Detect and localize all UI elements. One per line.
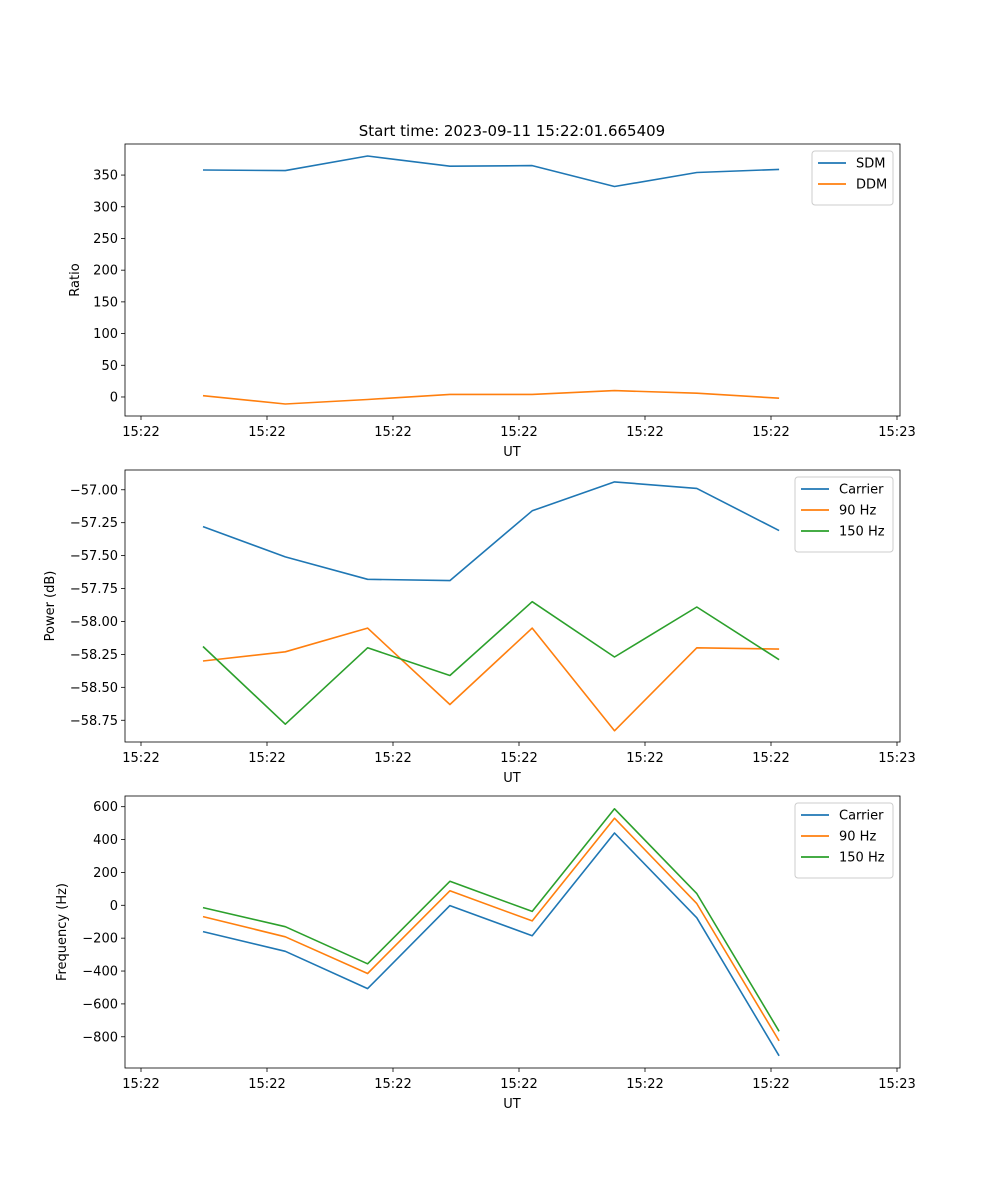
y-tick-label: 400 xyxy=(93,833,118,848)
legend-label: Carrier xyxy=(839,483,884,498)
x-tick-label: 15:22 xyxy=(500,751,537,766)
y-tick-label: −57.75 xyxy=(70,582,118,597)
y-tick-label: 50 xyxy=(101,359,118,374)
x-tick-label: 15:22 xyxy=(122,1077,159,1092)
series-line-sdm xyxy=(202,155,780,188)
x-tick-label: 15:22 xyxy=(626,751,663,766)
x-tick-label: 15:23 xyxy=(878,425,915,440)
series-line-150-hz xyxy=(202,600,780,726)
y-tick-label: 0 xyxy=(110,899,118,914)
y-tick-label: 150 xyxy=(93,295,118,310)
legend-box xyxy=(811,150,894,206)
figure-title: Start time: 2023-09-11 15:22:01.665409 xyxy=(359,122,665,140)
axes-frame xyxy=(124,469,901,743)
y-tick-label: 250 xyxy=(93,232,118,247)
x-tick-label: 15:22 xyxy=(122,425,159,440)
x-tick-label: 15:22 xyxy=(374,425,411,440)
x-tick-label: 15:22 xyxy=(752,1077,789,1092)
series-line-carrier xyxy=(202,832,780,1057)
chart-panel-1: 15:22 15:22 15:22 15:22 15:22 15:22 15:23 0 50 10… xyxy=(68,143,916,460)
y-tick-label: 200 xyxy=(93,264,118,279)
x-tick-label: 15:23 xyxy=(878,751,915,766)
y-tick-label: 200 xyxy=(93,866,118,881)
y-tick-label: −57.00 xyxy=(70,483,118,498)
chart-panel-2: 15:22 15:22 15:22 15:22 15:22 15:22 15:23 −58.7… xyxy=(43,469,916,786)
x-tick-label: 15:22 xyxy=(374,751,411,766)
x-tick-label: 15:22 xyxy=(500,1077,537,1092)
y-axis-label: Frequency (Hz) xyxy=(55,883,70,981)
x-tick-label: 15:22 xyxy=(752,425,789,440)
series-line-ddm xyxy=(202,389,780,405)
y-tick-label: −57.50 xyxy=(70,549,118,564)
y-axis-label: Power (dB) xyxy=(43,571,58,642)
axes-frame xyxy=(124,795,901,1069)
legend-label: 150 Hz xyxy=(839,525,885,540)
series-line-90-hz xyxy=(202,817,780,1042)
series-line-carrier xyxy=(202,481,780,582)
axes-frame xyxy=(124,143,901,417)
x-tick-label: 15:22 xyxy=(248,1077,285,1092)
y-tick-label: −58.50 xyxy=(70,681,118,696)
x-tick-label: 15:22 xyxy=(626,425,663,440)
series-line-90-hz xyxy=(202,627,780,732)
y-tick-label: −600 xyxy=(82,997,118,1012)
series-line-150-hz xyxy=(202,807,780,1032)
legend-label: 90 Hz xyxy=(839,504,876,519)
x-tick-label: 15:22 xyxy=(752,751,789,766)
legend-label: Carrier xyxy=(839,809,884,824)
x-axis-label: UT xyxy=(503,1097,521,1112)
legend: Carrier 90 Hz 150 Hz xyxy=(794,802,894,879)
y-tick-label: −58.25 xyxy=(70,648,118,663)
x-tick-label: 15:22 xyxy=(626,1077,663,1092)
x-axis-label: UT xyxy=(503,771,521,786)
y-tick-label: −57.25 xyxy=(70,516,118,531)
legend-label: SDM xyxy=(856,157,885,172)
y-tick-label: 350 xyxy=(93,169,118,184)
x-tick-label: 15:23 xyxy=(878,1077,915,1092)
legend-box xyxy=(794,802,894,879)
y-tick-label: −58.75 xyxy=(70,714,118,729)
legend: SDM DDM xyxy=(811,150,894,206)
x-axis-label: UT xyxy=(503,445,521,460)
legend-box xyxy=(794,476,894,553)
legend: Carrier 90 Hz 150 Hz xyxy=(794,476,894,553)
x-tick-label: 15:22 xyxy=(500,425,537,440)
chart-panel-3: 15:22 15:22 15:22 15:22 15:22 15:22 15:23 −800 −… xyxy=(55,795,916,1112)
y-tick-label: −200 xyxy=(82,932,118,947)
y-tick-label: 100 xyxy=(93,327,118,342)
y-tick-label: 300 xyxy=(93,200,118,215)
x-tick-label: 15:22 xyxy=(122,751,159,766)
legend-label: 90 Hz xyxy=(839,830,876,845)
legend-label: 150 Hz xyxy=(839,851,885,866)
legend-label: DDM xyxy=(856,178,887,193)
y-tick-label: −800 xyxy=(82,1030,118,1045)
y-tick-label: 0 xyxy=(110,390,118,405)
y-tick-label: −58.00 xyxy=(70,615,118,630)
y-axis-label: Ratio xyxy=(68,263,83,296)
x-tick-label: 15:22 xyxy=(374,1077,411,1092)
y-tick-label: 600 xyxy=(93,800,118,815)
x-tick-label: 15:22 xyxy=(248,425,285,440)
x-tick-label: 15:22 xyxy=(248,751,285,766)
y-tick-label: −400 xyxy=(82,965,118,980)
